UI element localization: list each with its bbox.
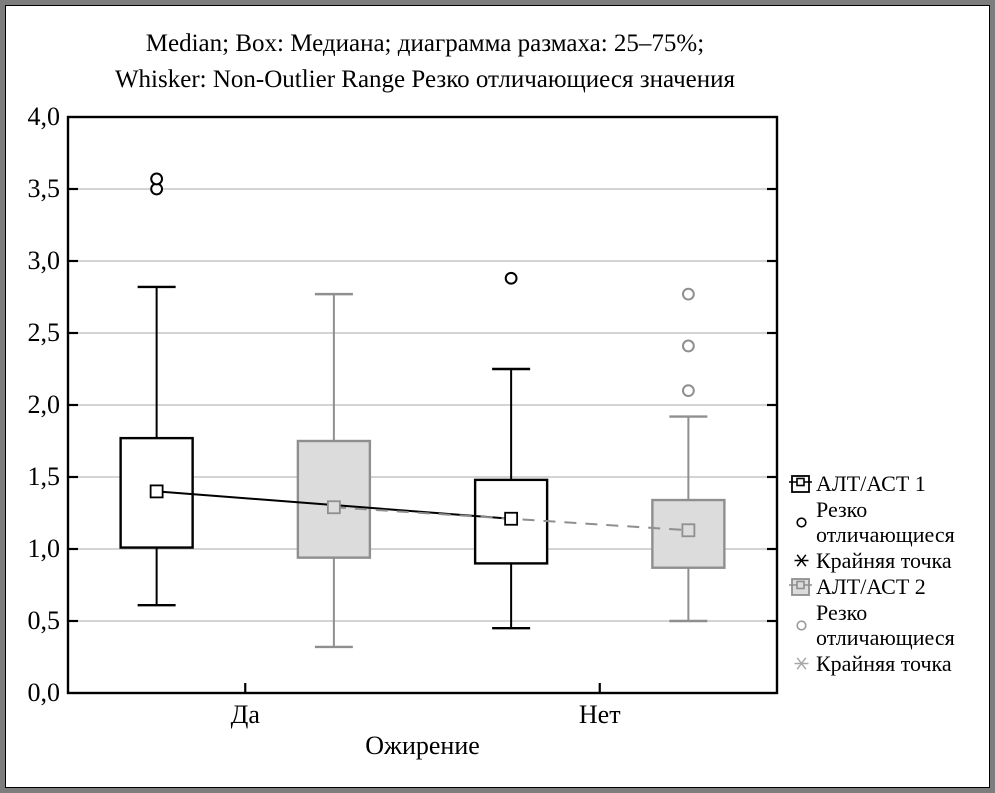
legend-label: АЛТ/АСТ 2 [816, 574, 926, 599]
y-tick-label: 4,0 [27, 102, 61, 131]
outlier-circle-icon [795, 619, 807, 631]
legend-label: Резко отличающиеся [816, 600, 955, 650]
outlier-point [681, 384, 695, 398]
y-tick-label: 0,5 [27, 606, 61, 635]
extreme-point-star-icon [794, 657, 808, 670]
chart-title-line2: Whisker: Non-Outlier Range Резко отличаю… [114, 66, 736, 93]
legend-label: АЛТ/АСТ 1 [816, 471, 926, 496]
median-marker [149, 484, 164, 499]
legend-symbol [786, 474, 816, 494]
y-tick-label: 2,0 [27, 390, 61, 419]
y-tick-label: 1,5 [27, 462, 61, 491]
series1-box-icon [789, 474, 812, 493]
y-tick-label: 3,5 [27, 174, 61, 203]
median-marker [681, 523, 696, 538]
chart-title-line1: Median; Box: Медиана; диаграмма размаха:… [145, 30, 705, 57]
y-tick-label: 2,5 [27, 318, 61, 347]
outlier-point [504, 271, 518, 285]
plot-area [66, 115, 779, 695]
legend-symbol [786, 577, 816, 597]
median-marker [326, 500, 341, 515]
outlier-point [681, 287, 695, 301]
legend: АЛТ/АСТ 1 Резко отличающиеся Крайняя точка… [786, 470, 992, 677]
legend-symbol [786, 516, 816, 529]
outlier-circle-icon [795, 516, 807, 528]
legend-item: АЛТ/АСТ 2 [786, 574, 992, 599]
box [296, 439, 372, 559]
y-tick-label: 0,0 [27, 678, 61, 707]
legend-label: Резко отличающиеся [816, 497, 955, 547]
y-tick-label: 1,0 [27, 534, 61, 563]
plot-frame [66, 115, 779, 695]
legend-item: АЛТ/АСТ 1 [786, 471, 992, 496]
legend-item: Резко отличающиеся [786, 497, 992, 547]
legend-symbol [786, 553, 816, 568]
median-marker [504, 511, 519, 526]
series2-box-icon [789, 577, 812, 596]
x-axis-title: Ожирение [365, 731, 480, 760]
extreme-point-star-icon [794, 554, 808, 567]
legend-symbol [786, 619, 816, 632]
legend-label: Крайняя точка [816, 548, 952, 573]
outlier-point [681, 339, 695, 353]
chart-title: Median; Box: Медиана; диаграмма размаха:… [30, 26, 820, 98]
legend-symbol [786, 656, 816, 671]
x-category-label: Нет [578, 700, 621, 729]
y-tick-label: 3,0 [27, 246, 61, 275]
outlier-point [150, 172, 164, 186]
legend-item: Крайняя точка [786, 548, 992, 573]
legend-item: Крайняя точка [786, 651, 992, 676]
legend-label: Крайняя точка [816, 651, 952, 676]
x-category-label: Да [230, 700, 260, 729]
legend-item: Резко отличающиеся [786, 600, 992, 650]
